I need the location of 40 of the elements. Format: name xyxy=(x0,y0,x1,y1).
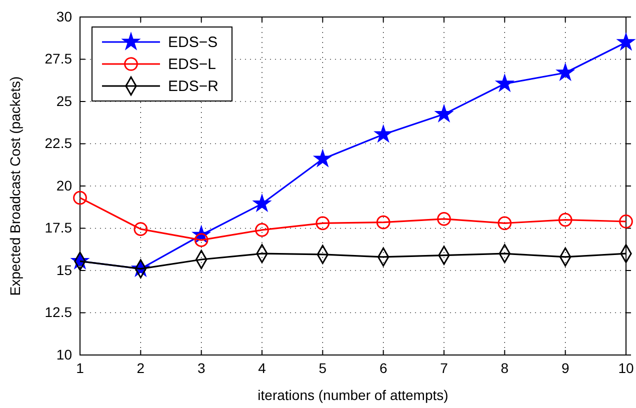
point xyxy=(376,215,390,230)
legend-label: EDS−S xyxy=(168,34,218,51)
point xyxy=(619,214,633,228)
point xyxy=(375,126,392,142)
x-tick-label: 8 xyxy=(500,360,509,376)
y-tick-label: 15 xyxy=(56,262,72,278)
y-tick-label: 22.5 xyxy=(44,135,72,152)
point xyxy=(134,222,148,236)
x-tick-label: 1 xyxy=(76,360,84,376)
x-tick-label: 9 xyxy=(561,360,570,376)
x-tick-label: 10 xyxy=(618,360,634,376)
y-tick-label: 10 xyxy=(56,346,72,362)
y-tick-label: 30 xyxy=(56,8,72,24)
point xyxy=(436,106,452,122)
y-axis-title: Expected Broadcast Cost (packets) xyxy=(7,76,23,296)
x-tick-label: 5 xyxy=(318,360,327,376)
y-tick-label: 20 xyxy=(56,177,72,194)
point xyxy=(314,150,331,166)
y-tick-label: 17.5 xyxy=(44,220,72,236)
point xyxy=(254,195,270,211)
point xyxy=(316,216,330,230)
legend-label: EDS−R xyxy=(168,78,219,95)
x-tick-label: 4 xyxy=(258,360,266,376)
point xyxy=(73,190,87,205)
point xyxy=(558,212,572,227)
point xyxy=(496,75,513,91)
x-tick-label: 2 xyxy=(136,360,145,376)
x-tick-label: 6 xyxy=(379,360,388,376)
y-tick-label: 25 xyxy=(56,92,72,109)
x-tick-label: 3 xyxy=(197,360,206,376)
x-axis-title: iterations (number of attempts) xyxy=(258,387,448,403)
x-tick-label: 7 xyxy=(440,360,448,376)
point xyxy=(498,216,512,230)
legend-label: EDS−L xyxy=(168,56,216,73)
point xyxy=(618,34,634,50)
y-tick-label: 27.5 xyxy=(44,50,72,67)
point xyxy=(255,223,269,237)
point xyxy=(437,212,451,226)
y-tick-label: 12.5 xyxy=(44,304,72,320)
point xyxy=(557,64,574,80)
